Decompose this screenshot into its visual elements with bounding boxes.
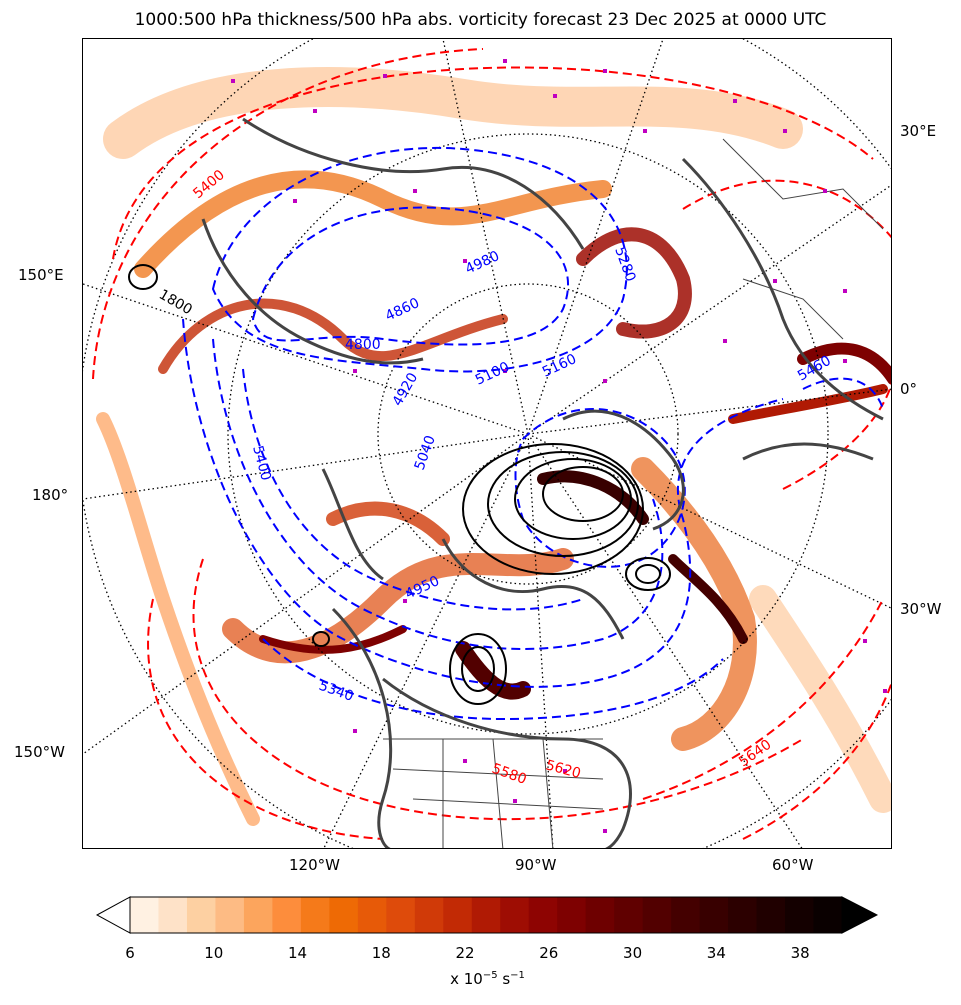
colorbar-cell: [585, 897, 615, 933]
colorbar-cell: [130, 897, 160, 933]
colorbar-cell: [614, 897, 644, 933]
colorbar-tick-label: 10: [204, 944, 224, 962]
lon-label-150w: 150°W: [14, 743, 65, 761]
colorbar-cell: [272, 897, 302, 933]
colorbar-tick-label: 34: [706, 944, 726, 962]
contour-label-red: 5620: [544, 757, 583, 782]
colorbar-extend-max: [841, 896, 878, 934]
vorticity-shading: [96, 67, 891, 826]
contour-label-blue: 4980: [463, 248, 502, 278]
colorbar-tick-label: 6: [125, 944, 135, 962]
colorbar-cell: [215, 897, 245, 933]
contour-label-blue: 5040: [412, 433, 439, 472]
colorbar: [96, 896, 878, 934]
colorbar-cell: [471, 897, 501, 933]
contour-label-black: 1800: [156, 287, 195, 319]
height-contours: [128, 264, 671, 705]
colorbar-cell: [186, 897, 217, 933]
colorbar-cell: [158, 897, 188, 933]
contour-label-blue: 4800: [345, 337, 381, 353]
colorbar-cell: [671, 897, 701, 933]
contour-label-blue: 5100: [473, 359, 512, 389]
map-panel: 4980 4860 4800 5100 5160 5040 4920 5400 …: [82, 38, 892, 849]
colorbar-tick-label: 18: [371, 944, 391, 962]
lon-label-30e: 30°E: [900, 122, 937, 140]
colorbar-cell: [528, 897, 558, 933]
contour-label-blue: 4860: [383, 295, 422, 325]
lon-label-120w: 120°W: [289, 856, 340, 874]
colorbar-tick-label: 22: [455, 944, 475, 962]
colorbar-cell: [785, 897, 815, 933]
colorbar-cell: [557, 897, 587, 933]
colorbar-tick-label: 14: [287, 944, 308, 962]
lon-label-0: 0°: [900, 380, 918, 398]
coastlines: [201, 117, 884, 848]
colorbar-tick-label: 30: [623, 944, 643, 962]
graticule: [83, 39, 891, 848]
colorbar-cell: [300, 897, 330, 933]
colorbar-extend-min: [96, 896, 131, 934]
lon-label-30w: 30°W: [900, 600, 942, 618]
colorbar-cells: [130, 897, 843, 933]
lon-label-90w: 90°W: [515, 856, 557, 874]
contour-label-blue: 5340: [317, 678, 356, 705]
map-canvas: 4980 4860 4800 5100 5160 5040 4920 5400 …: [83, 39, 891, 848]
station-markers: [231, 59, 887, 833]
colorbar-outline: [129, 896, 843, 934]
contour-label-blue: 5400: [249, 444, 274, 483]
lon-label-180: 180°: [32, 486, 69, 504]
colorbar-label: x 10−5 s−1: [450, 970, 525, 988]
colorbar-cell: [699, 897, 729, 933]
contour-label-blue: 5280: [611, 245, 638, 284]
colorbar-cell: [728, 897, 758, 933]
colorbar-cell: [329, 897, 359, 933]
thickness-contours-cold: [182, 146, 884, 721]
colorbar-cell: [443, 897, 473, 933]
colorbar-cell: [813, 897, 843, 933]
colorbar-cell: [243, 897, 273, 933]
colorbar-cell: [642, 897, 672, 933]
colorbar-cell: [414, 897, 444, 933]
political-borders: [383, 138, 884, 848]
colorbar-cell: [357, 897, 387, 933]
lon-label-60w: 60°W: [772, 856, 814, 874]
colorbar-tick-label: 26: [539, 944, 559, 962]
colorbar-cell: [386, 897, 416, 933]
colorbar-tick-label: 38: [790, 944, 810, 962]
colorbar-cell: [756, 897, 786, 933]
chart-title: 1000:500 hPa thickness/500 hPa abs. vort…: [134, 10, 827, 30]
contour-label-red: 5580: [490, 761, 529, 788]
contour-label-red: 5640: [736, 737, 774, 771]
lon-label-150e: 150°E: [18, 266, 64, 284]
colorbar-cell: [500, 897, 530, 933]
